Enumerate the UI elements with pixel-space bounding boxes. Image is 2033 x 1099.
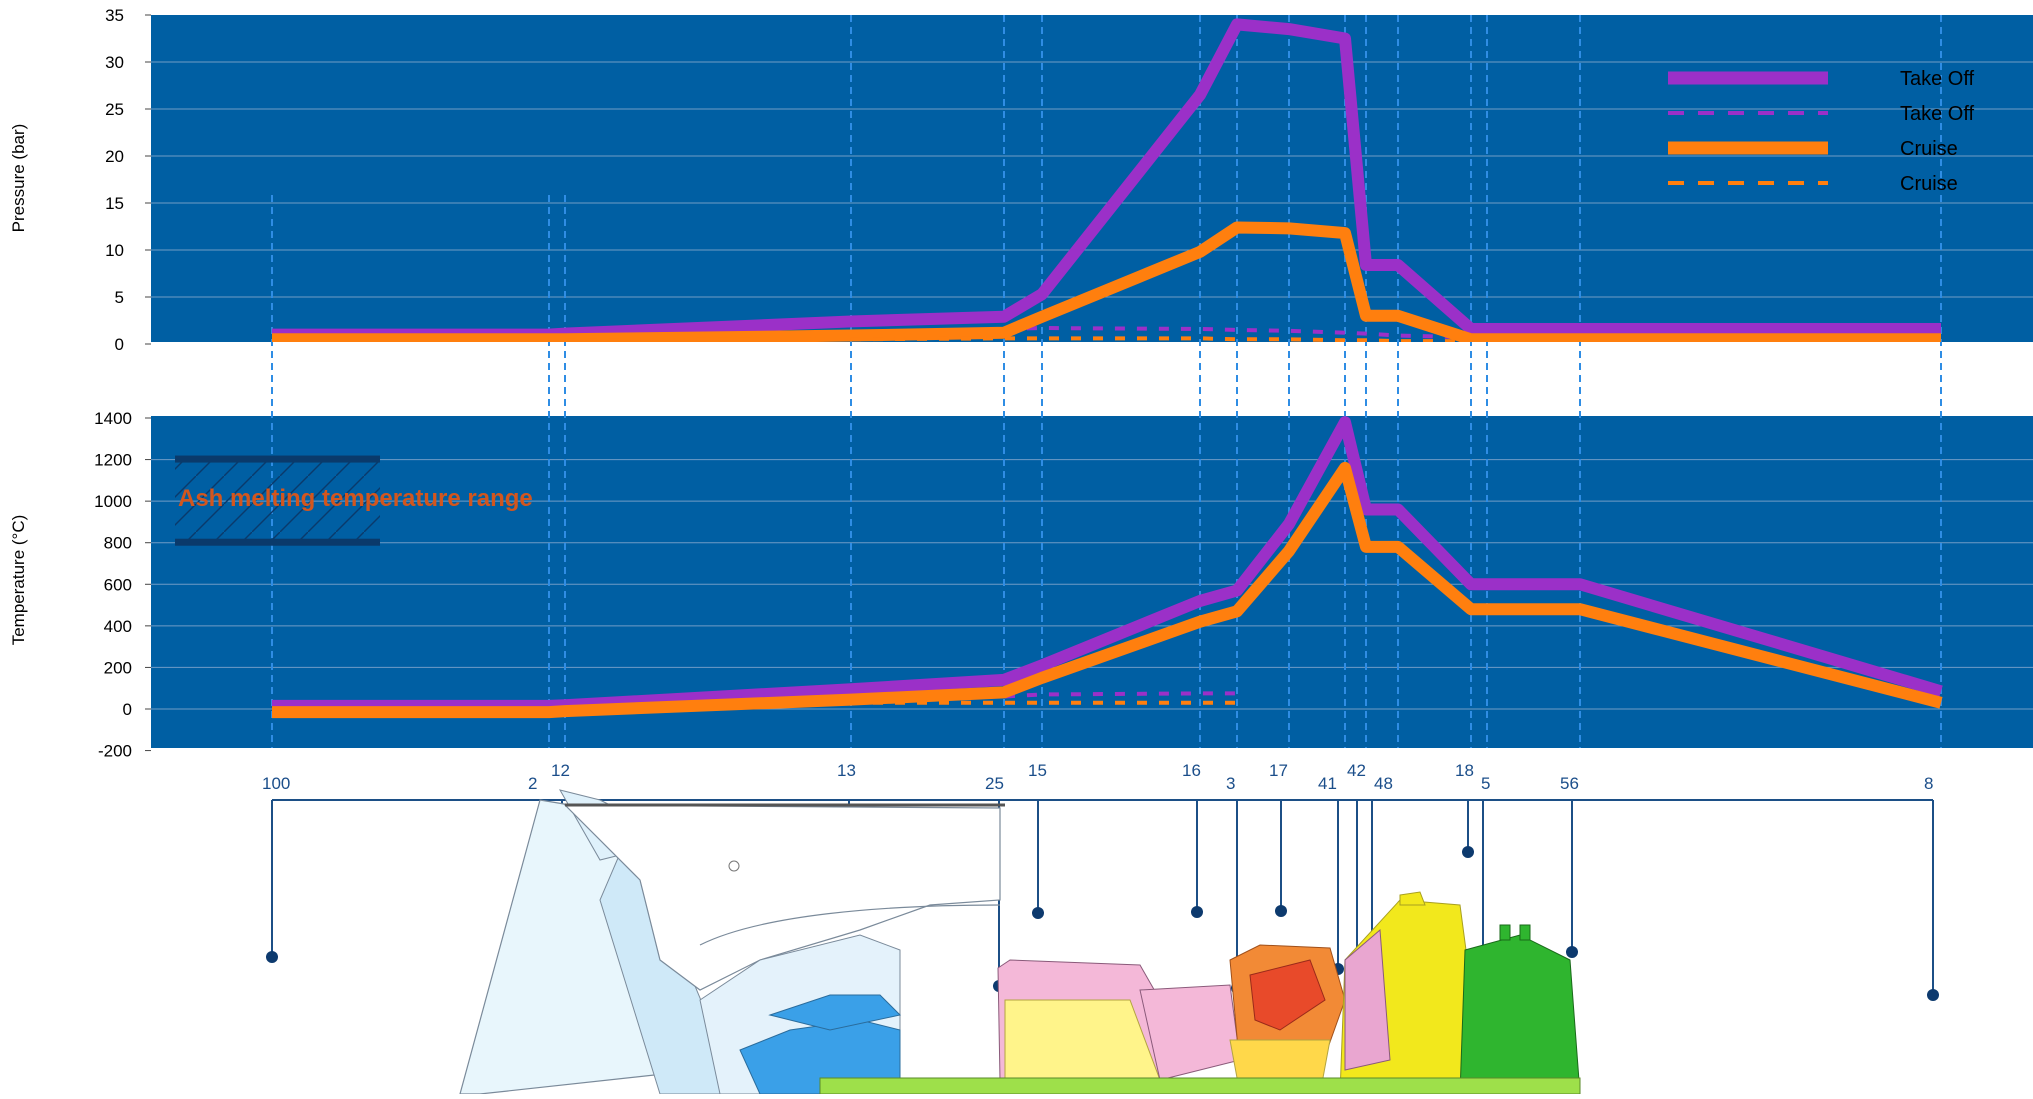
station-label-3: 3: [1226, 774, 1235, 793]
station-label-18: 18: [1455, 761, 1474, 780]
station-label-48: 48: [1374, 774, 1393, 793]
station-lines: [271, 15, 1942, 748]
temperature-series-take-off-solid: [272, 416, 1943, 712]
legend-label-0: Take Off: [1900, 68, 1975, 90]
pressure-tick-label: 30: [105, 53, 124, 72]
pressure-ylabel: Pressure (bar): [9, 124, 28, 233]
engine-bypass-duct: [563, 803, 1005, 991]
pressure-tick-label: 25: [105, 100, 124, 119]
legend-label-2: Cruise: [1900, 138, 1958, 160]
pressure-series-cruise-solid: [272, 221, 1941, 342]
legend: Take Off Take Off Cruise Cruise: [1668, 68, 1975, 195]
station-label-100: 100: [262, 774, 290, 793]
legend-label-1: Take Off: [1900, 103, 1975, 125]
station-label-8: 8: [1924, 774, 1933, 793]
pressure-panel: 35 30 25 20 15 10 5 0 Pressure (bar): [9, 6, 2033, 354]
temperature-series-take-off-dashed: [850, 691, 1237, 701]
station-label-42: 42: [1347, 761, 1366, 780]
ash-melting-label: Ash melting temperature range: [178, 485, 533, 512]
temperature-tick-label: 600: [104, 575, 132, 594]
station-label-15: 15: [1028, 761, 1047, 780]
pressure-tick-label: 35: [105, 6, 124, 25]
engine-turbine: [1339, 891, 1471, 1095]
station-label-2: 2: [528, 774, 537, 793]
callout-dot-16: [1191, 906, 1203, 918]
temperature-plot-area: [151, 416, 2033, 748]
ash-band-upper-bar: [175, 455, 380, 463]
station-label-12: 12: [551, 761, 570, 780]
temperature-ylabel: Temperature (°C): [9, 515, 28, 646]
temperature-panel: 1400 1200 1000 800 600 400 200 0 -200 Temperatur…: [9, 409, 2033, 761]
ash-band-hatch: [175, 459, 380, 543]
engine-exhaust: [1459, 924, 1581, 1095]
temperature-series: [272, 416, 1943, 719]
temperature-tick-label: -200: [98, 742, 132, 761]
pressure-tick-label: 15: [105, 194, 124, 213]
temperature-tick-label: 400: [104, 617, 132, 636]
engine-combustor: [1229, 944, 1346, 1095]
callout-dot-18: [1462, 846, 1474, 858]
callout-dot-100: [266, 951, 278, 963]
engine-high-pressure-compressor: [997, 959, 1241, 1081]
pressure-tick-label: 0: [115, 335, 124, 354]
station-label-25: 25: [985, 774, 1004, 793]
callout-dot-56: [1566, 946, 1578, 958]
temperature-tick-label: 1000: [94, 492, 132, 511]
pressure-tick-label: 10: [105, 241, 124, 260]
station-label-13: 13: [837, 761, 856, 780]
callout-dot-8: [1927, 989, 1939, 1001]
temperature-tick-label: 800: [104, 534, 132, 553]
pressure-tick-label: 5: [115, 288, 124, 307]
temperature-tick-label: 1200: [94, 451, 132, 470]
callout-dot-17: [1275, 905, 1287, 917]
station-label-56: 56: [1560, 774, 1579, 793]
engine-cross-section-illustration: [459, 789, 1581, 1095]
station-label-5: 5: [1481, 774, 1490, 793]
pressure-series: [272, 18, 1941, 342]
temperature-tick-label: 0: [123, 700, 132, 719]
temperature-tick-label: 200: [104, 658, 132, 677]
station-label-17: 17: [1269, 761, 1288, 780]
ash-band-lower-bar: [175, 538, 380, 546]
engine-low-pressure-compressor: [699, 934, 902, 1095]
legend-label-3: Cruise: [1900, 173, 1958, 195]
temperature-tick-label: 1400: [94, 409, 132, 428]
station-labels: 100 2 12 13 25 15 16 3 17 41 42 48 18 5 56 8: [262, 761, 1933, 793]
ash-melting-band: Ash melting temperature range: [175, 455, 533, 546]
temperature-series-cruise-solid: [272, 461, 1943, 719]
station-label-41: 41: [1318, 774, 1337, 793]
station-label-16: 16: [1182, 761, 1201, 780]
pressure-tick-label: 20: [105, 147, 124, 166]
pressure-series-take-off-solid: [272, 18, 1941, 341]
callout-dot-15: [1032, 907, 1044, 919]
engine-shaft: [819, 1077, 1581, 1095]
pressure-plot-area: [151, 15, 2033, 342]
